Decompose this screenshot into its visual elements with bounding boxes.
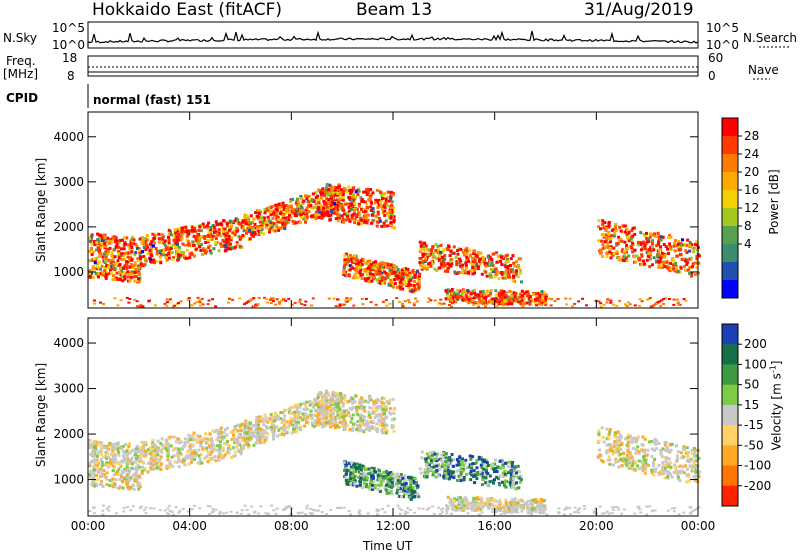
nsky-label: N.Sky bbox=[3, 31, 38, 45]
power-colorbar-cell-2 bbox=[722, 154, 738, 173]
power-colorbar-cell-5 bbox=[722, 208, 738, 227]
power-colorbar-cell-6 bbox=[722, 226, 738, 245]
velocity-colorbar-cell-0 bbox=[722, 324, 738, 345]
noise-axis-right-bottom: 10^0 bbox=[706, 38, 739, 52]
power-cbtick-label-6: 4 bbox=[744, 237, 752, 251]
velocity-cbtick-label-2: 50 bbox=[744, 378, 759, 392]
power-ytick-label-2: 3000 bbox=[53, 175, 84, 189]
freq-unit-label: [MHz] bbox=[3, 67, 39, 81]
xtick-label-3: 12:00 bbox=[376, 519, 411, 533]
velocity-ytick-label-0: 1000 bbox=[53, 473, 84, 487]
velocity-colorbar-cell-6 bbox=[722, 445, 738, 467]
freq-label: Freq. bbox=[6, 54, 36, 68]
power-colorbar-cell-4 bbox=[722, 190, 738, 209]
xtick-label-5: 20:00 bbox=[579, 519, 614, 533]
velocity-colorbar-cell-2 bbox=[722, 364, 738, 386]
velocity-colorbar-cell-1 bbox=[722, 344, 738, 365]
power-colorbar-cell-8 bbox=[722, 262, 738, 281]
power-echoes bbox=[88, 183, 701, 308]
velocity-ytick-label-2: 3000 bbox=[53, 382, 84, 396]
xtick-label-1: 04:00 bbox=[172, 519, 207, 533]
noise-trace bbox=[87, 30, 699, 46]
velocity-colorbar-label-sup: -1 bbox=[768, 365, 778, 374]
noise-axis-right-top: 10^5 bbox=[706, 21, 739, 35]
velocity-colorbar-cell-3 bbox=[722, 384, 738, 406]
noise-panel-frame bbox=[87, 21, 699, 49]
power-ytick-label-0: 1000 bbox=[53, 265, 84, 279]
velocity-colorbar-label-text: Velocity [m s bbox=[769, 373, 784, 451]
freq-panel-frame bbox=[87, 55, 699, 77]
velocity-colorbar-label-end: ] bbox=[769, 360, 784, 366]
cpid-text: normal (fast) 151 bbox=[93, 93, 211, 107]
xtick-label-0: 00:00 bbox=[71, 519, 106, 533]
velocity-cbtick-label-0: 200 bbox=[744, 337, 767, 351]
power-cbtick-label-1: 24 bbox=[744, 147, 759, 161]
date-label: 31/Aug/2019 bbox=[584, 0, 694, 20]
freq-axis-right-top: 60 bbox=[708, 51, 724, 65]
nave-label: Nave bbox=[748, 63, 779, 77]
x-axis-title: Time UT bbox=[363, 539, 413, 553]
power-cbtick-label-2: 20 bbox=[744, 165, 759, 179]
power-colorbar-cell-1 bbox=[722, 136, 738, 155]
freq-axis-left-top: 18 bbox=[62, 51, 78, 65]
velocity-echoes bbox=[88, 389, 701, 516]
velocity-cbtick-label-5: -50 bbox=[744, 438, 764, 452]
freq-axis-left-bottom: 8 bbox=[67, 69, 75, 83]
velocity-cbtick-label-4: -15 bbox=[744, 418, 764, 432]
velocity-cbtick-label-7: -200 bbox=[744, 479, 771, 493]
power-cbtick-label-3: 16 bbox=[744, 183, 759, 197]
power-ytick-label-3: 4000 bbox=[53, 130, 84, 144]
velocity-cbtick-label-1: 100 bbox=[744, 357, 767, 371]
power-ylabel: Slant Range [km] bbox=[34, 157, 48, 263]
velocity-colorbar-cell-7 bbox=[722, 465, 738, 487]
power-colorbar-cell-0 bbox=[722, 118, 738, 137]
velocity-colorbar-cell-8 bbox=[722, 485, 738, 507]
noise-axis-left-top: 10^5 bbox=[52, 21, 85, 35]
power-cbtick-label-0: 28 bbox=[744, 129, 759, 143]
velocity-ylabel: Slant Range [km] bbox=[34, 362, 48, 468]
power-colorbar-cell-7 bbox=[722, 244, 738, 263]
power-colorbar-cell-9 bbox=[722, 280, 738, 299]
power-cbtick-label-5: 8 bbox=[744, 219, 752, 233]
noise-axis-left-bottom: 10^0 bbox=[52, 38, 85, 52]
velocity-colorbar-label: Velocity [m s-1] bbox=[769, 351, 784, 461]
power-colorbar-label: Power [dB] bbox=[767, 169, 781, 235]
velocity-ytick-label-3: 4000 bbox=[53, 336, 84, 350]
velocity-colorbar-frame bbox=[721, 323, 739, 507]
velocity-cbtick-label-6: -100 bbox=[744, 459, 771, 473]
power-ytick-label-1: 2000 bbox=[53, 220, 84, 234]
xtick-label-4: 16:00 bbox=[477, 519, 512, 533]
cpid-label: CPID bbox=[6, 91, 39, 105]
nsearch-label: N.Search bbox=[743, 31, 798, 45]
xtick-label-6: 00:00 bbox=[681, 519, 716, 533]
velocity-ytick-label-1: 2000 bbox=[53, 427, 84, 441]
velocity-cbtick-label-3: 15 bbox=[744, 398, 759, 412]
velocity-colorbar-cell-5 bbox=[722, 425, 738, 446]
freq-axis-right-bottom: 0 bbox=[708, 69, 716, 83]
xtick-label-2: 08:00 bbox=[274, 519, 309, 533]
velocity-colorbar-cell-4 bbox=[722, 404, 738, 426]
plot-title: Hokkaido East (fitACF) bbox=[92, 0, 283, 20]
power-colorbar-cell-3 bbox=[722, 172, 738, 191]
power-cbtick-label-4: 12 bbox=[744, 201, 759, 215]
beam-label: Beam 13 bbox=[356, 0, 433, 20]
